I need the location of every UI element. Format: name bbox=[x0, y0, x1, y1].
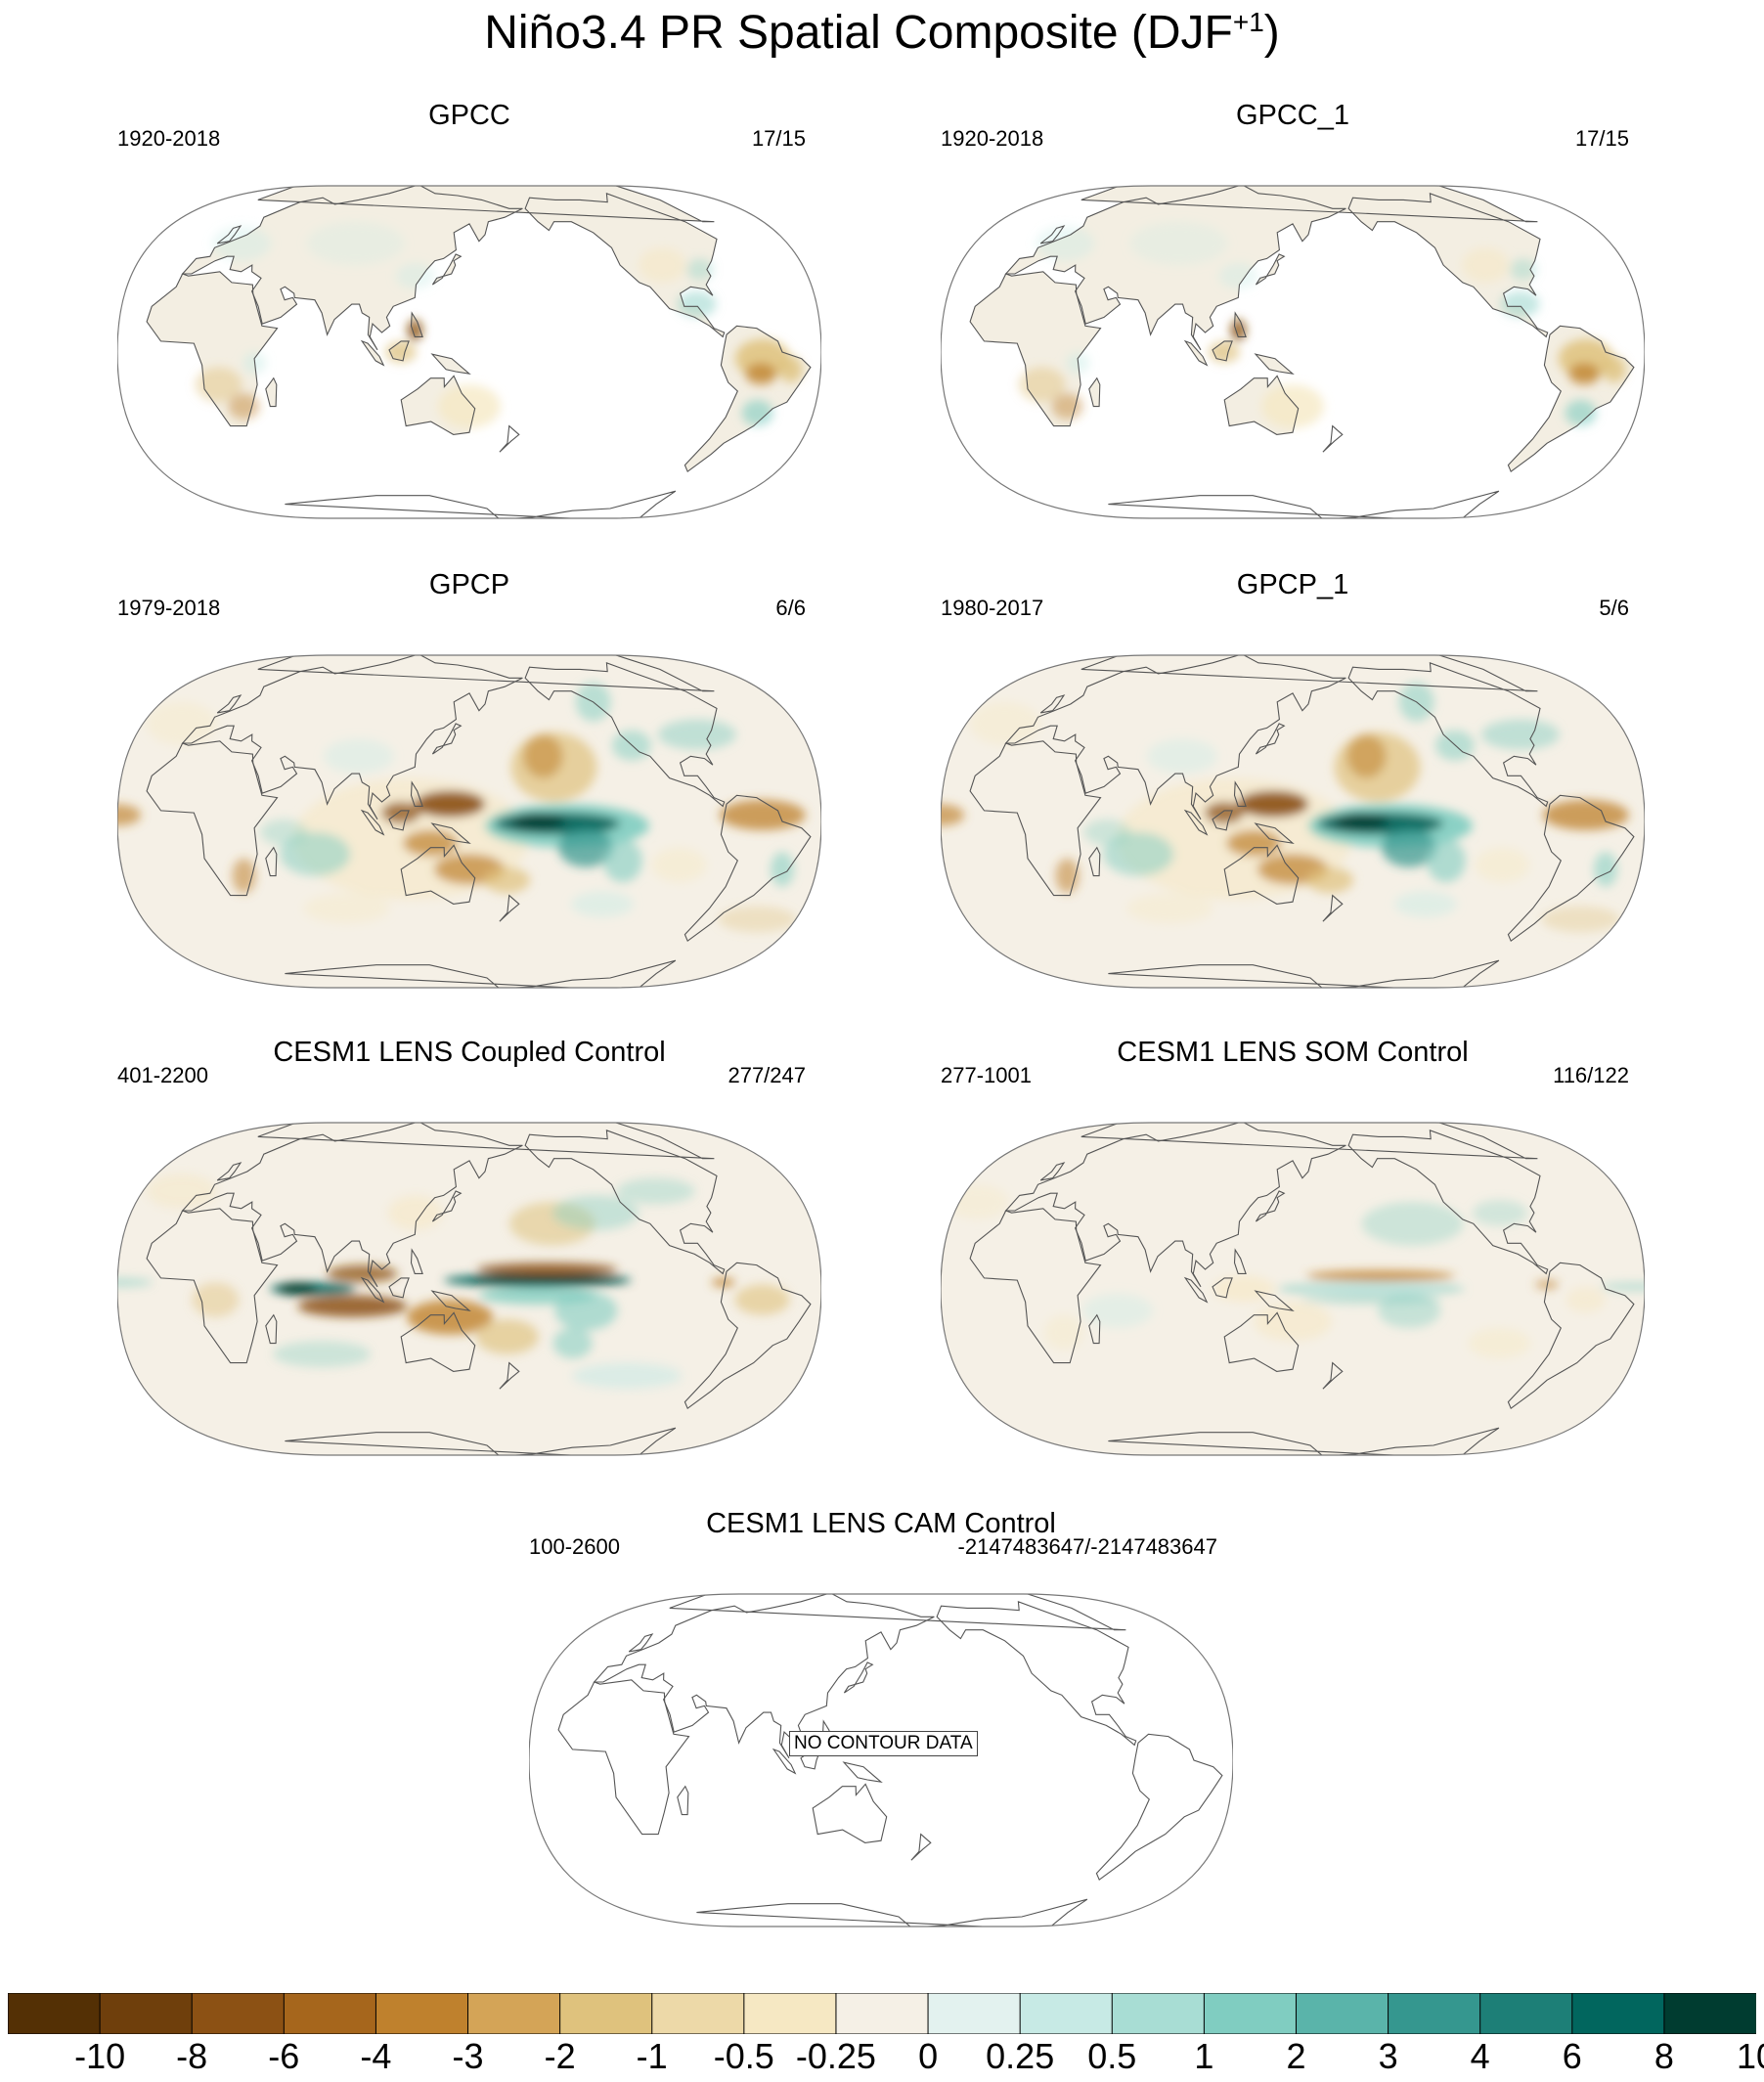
map-panel-gpcc1: GPCC_1 1920-2018 17/15 bbox=[941, 100, 1645, 548]
colorbar-swatch bbox=[1663, 1993, 1756, 2034]
colorbar-swatch bbox=[927, 1993, 1022, 2034]
panel-year-range: 1979-2018 bbox=[117, 596, 221, 620]
panel-event-count: 116/122 bbox=[1553, 1063, 1629, 1087]
colorbar-tick-label: 6 bbox=[1562, 2036, 1582, 2076]
colorbar-swatch bbox=[191, 1993, 286, 2034]
panel-event-count: 277/247 bbox=[728, 1063, 806, 1087]
colorbar-tick-label: -2 bbox=[544, 2036, 576, 2076]
colorbar bbox=[8, 1993, 1756, 2034]
colorbar-swatch bbox=[375, 1993, 469, 2034]
colorbar-tick-label: -3 bbox=[452, 2036, 484, 2076]
panel-event-count: 17/15 bbox=[751, 126, 806, 151]
colorbar-tick-label: -6 bbox=[268, 2036, 300, 2076]
colorbar-swatch bbox=[99, 1993, 194, 2034]
panel-event-count: 17/15 bbox=[1574, 126, 1629, 151]
colorbar-tick-label: 2 bbox=[1286, 2036, 1306, 2076]
no-data-message: NO CONTOUR DATA bbox=[789, 1731, 978, 1756]
colorbar-tick-label: 8 bbox=[1654, 2036, 1674, 2076]
map-panel-som: CESM1 LENS SOM Control 277-1001 116/122 bbox=[941, 1037, 1645, 1484]
colorbar-tick-label: -0.5 bbox=[713, 2036, 774, 2076]
panel-title: CESM1 LENS CAM Control bbox=[706, 1508, 1056, 1539]
colorbar-swatch bbox=[8, 1993, 102, 2034]
colorbar-swatch bbox=[1388, 1993, 1481, 2034]
world-map bbox=[117, 1122, 821, 1456]
colorbar-swatch bbox=[1479, 1993, 1573, 2034]
world-map bbox=[941, 1122, 1645, 1456]
world-map bbox=[941, 185, 1645, 519]
panel-event-count: 5/6 bbox=[1599, 596, 1629, 620]
map-panel-gpcp: GPCP 1979-2018 6/6 bbox=[117, 569, 821, 1017]
colorbar-tick-label: 3 bbox=[1378, 2036, 1398, 2076]
colorbar-swatch bbox=[1203, 1993, 1298, 2034]
panel-title: GPCP bbox=[428, 569, 510, 600]
panel-title: GPCC_1 bbox=[1235, 100, 1350, 131]
colorbar-tick-label: -0.25 bbox=[795, 2036, 876, 2076]
panel-year-range: 1980-2017 bbox=[941, 596, 1044, 620]
map-panel-cam: CESM1 LENS CAM Control 100-2600 -214748364… bbox=[529, 1508, 1233, 1956]
colorbar-swatch bbox=[1571, 1993, 1665, 2034]
map-panel-gpcc: GPCC 1920-2018 17/15 bbox=[117, 100, 821, 548]
world-map bbox=[941, 654, 1645, 989]
panel-title: GPCP_1 bbox=[1236, 569, 1349, 600]
colorbar-swatch bbox=[835, 1993, 930, 2034]
panel-event-count: 6/6 bbox=[775, 596, 806, 620]
panel-title: CESM1 LENS Coupled Control bbox=[273, 1037, 666, 1068]
panel-year-range: 1920-2018 bbox=[941, 126, 1044, 151]
colorbar-swatch bbox=[559, 1993, 653, 2034]
panel-year-range: 401-2200 bbox=[117, 1063, 208, 1087]
colorbar-tick-label: 10 bbox=[1736, 2036, 1764, 2076]
panel-year-range: 100-2600 bbox=[529, 1534, 620, 1559]
panel-year-range: 1920-2018 bbox=[117, 126, 221, 151]
panel-year-range: 277-1001 bbox=[941, 1063, 1032, 1087]
colorbar-swatch bbox=[743, 1993, 837, 2034]
colorbar-swatch bbox=[1295, 1993, 1389, 2034]
panel-title: GPCC bbox=[428, 100, 510, 131]
panel-title: CESM1 LENS SOM Control bbox=[1117, 1037, 1469, 1068]
colorbar-swatch bbox=[651, 1993, 745, 2034]
colorbar-swatch bbox=[467, 1993, 561, 2034]
colorbar-tick-label: 0 bbox=[918, 2036, 939, 2076]
colorbar-tick-label: 1 bbox=[1194, 2036, 1214, 2076]
world-map bbox=[529, 1593, 1233, 1927]
colorbar-tick-label: 0.25 bbox=[986, 2036, 1055, 2076]
colorbar-tick-label: -8 bbox=[176, 2036, 208, 2076]
map-panel-gpcp1: GPCP_1 1980-2017 5/6 bbox=[941, 569, 1645, 1017]
colorbar-swatch bbox=[1111, 1993, 1206, 2034]
panel-event-count: -2147483647/-2147483647 bbox=[957, 1534, 1217, 1559]
colorbar-swatch bbox=[283, 1993, 377, 2034]
colorbar-tick-label: -4 bbox=[360, 2036, 392, 2076]
world-map bbox=[117, 654, 821, 989]
world-map bbox=[117, 185, 821, 519]
figure-title: Niño3.4 PR Spatial Composite (DJF+1) bbox=[484, 7, 1280, 59]
colorbar-tick-label: -1 bbox=[636, 2036, 668, 2076]
colorbar-tick-label: -10 bbox=[74, 2036, 126, 2076]
colorbar-swatch bbox=[1019, 1993, 1114, 2034]
map-panel-coupled: CESM1 LENS Coupled Control 401-2200 277/24… bbox=[117, 1037, 821, 1484]
colorbar-tick-label: 4 bbox=[1470, 2036, 1490, 2076]
colorbar-tick-label: 0.5 bbox=[1087, 2036, 1137, 2076]
